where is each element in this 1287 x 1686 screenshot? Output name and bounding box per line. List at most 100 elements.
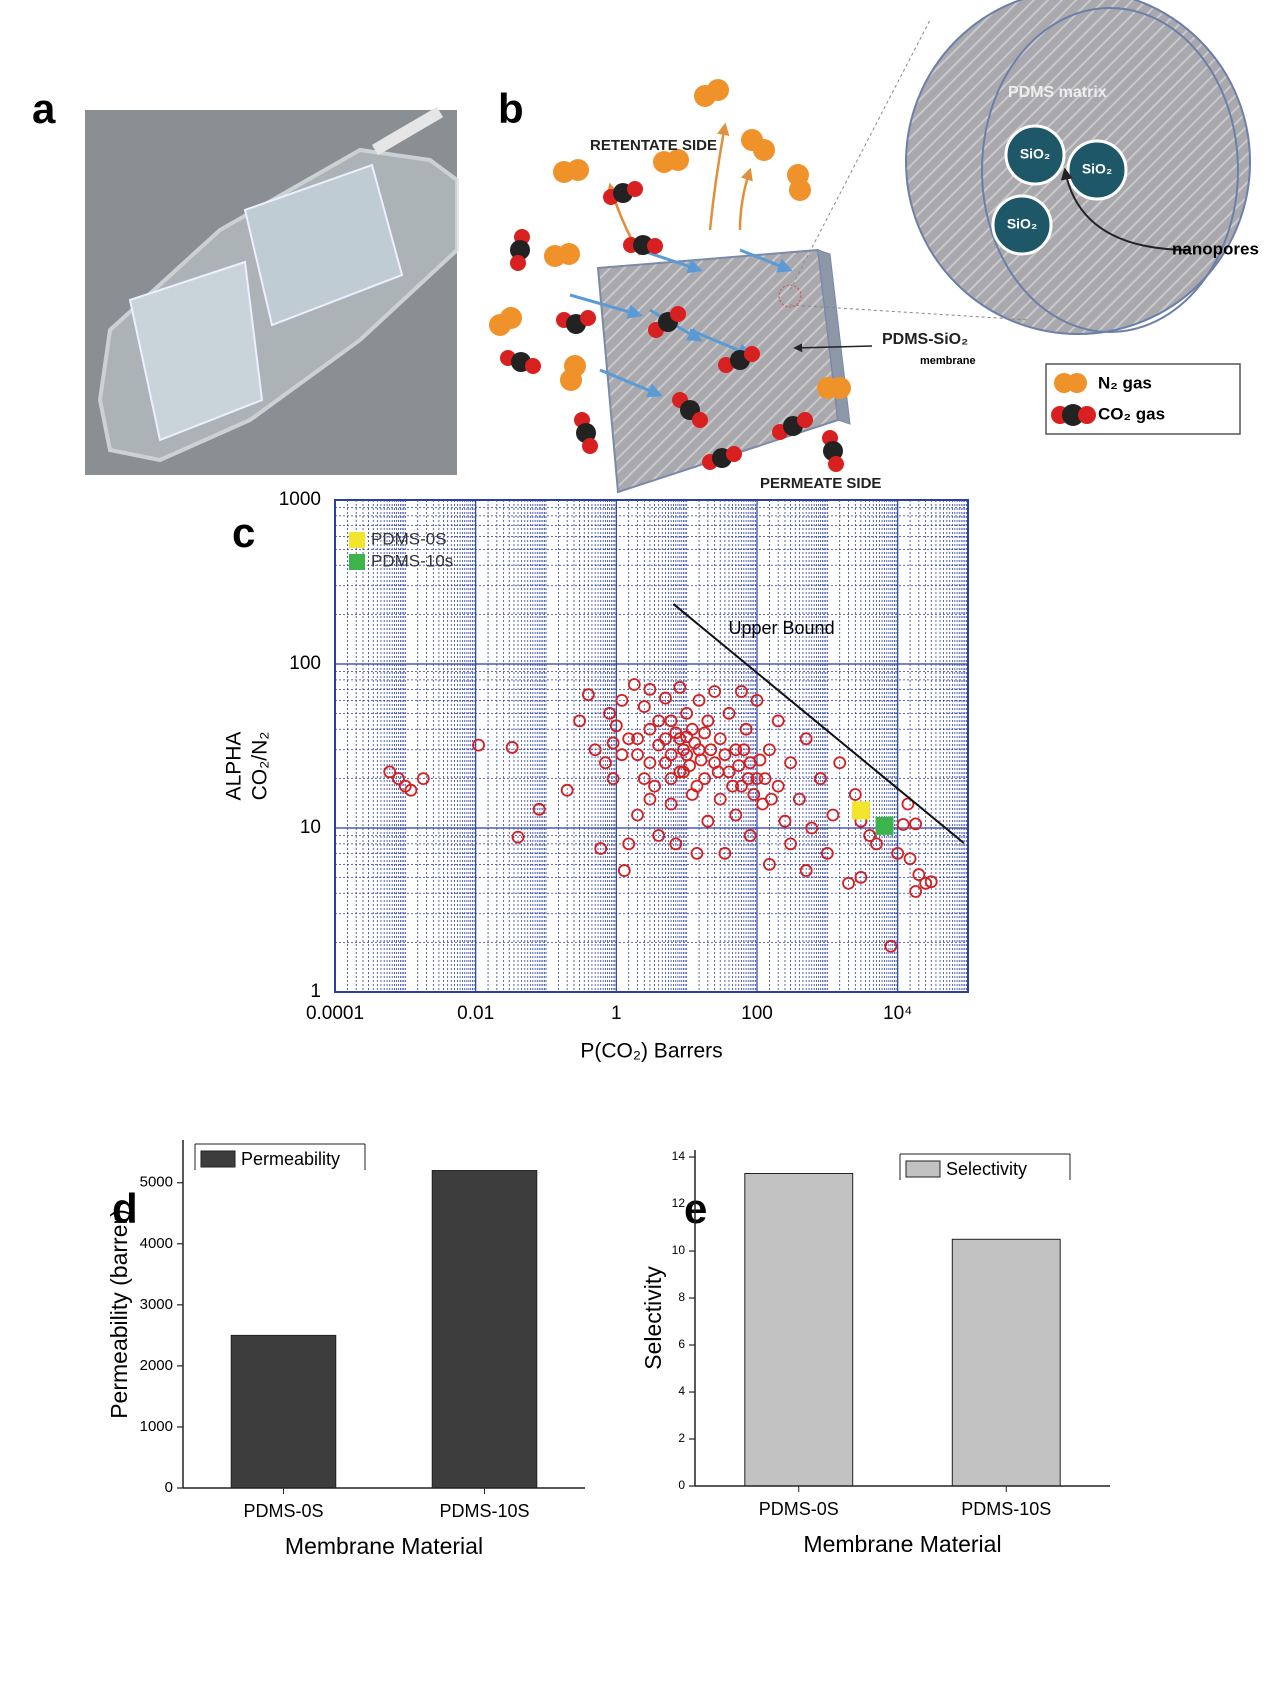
point [718,847,732,860]
point [652,738,666,752]
y-tick-label: 14 [672,1149,686,1163]
point [631,808,644,822]
point [599,756,612,770]
point [692,693,706,707]
bar [230,1334,337,1489]
y-tick-label: 4000 [140,1235,173,1252]
point [673,765,687,779]
photo [85,106,459,475]
matrix-label: PDMS matrix [1008,84,1107,101]
point [792,792,806,806]
y-tick-label: 4 [678,1384,685,1398]
y-tick-label: 8 [678,1290,685,1304]
legend-label: CO₂ gas [1098,404,1165,423]
point [753,753,767,767]
point [631,732,644,746]
point [870,837,883,851]
point [741,772,755,786]
point [739,722,753,736]
point [637,700,651,713]
particle-label: SiO₂ [1007,216,1037,232]
pores-label: nanopores [1172,239,1259,258]
y-tick-label: 10 [672,1243,686,1257]
point [615,748,629,762]
x-tick-label: 10⁴ [883,1003,912,1024]
point [718,748,732,762]
y-axis-label: Selectivity [640,1266,666,1370]
diagram [489,0,1251,494]
membrane-label: PDMS-SiO₂ [882,331,968,348]
point [799,864,813,877]
panel-label: b [498,85,524,132]
point [652,829,666,842]
point [472,738,485,752]
point [764,792,778,806]
point [631,748,644,762]
point [643,683,657,696]
plot-area [335,500,968,992]
point [652,714,666,728]
point [627,678,641,691]
panel-label: a [32,85,56,132]
y-tick-label: 10 [300,817,321,838]
point [919,876,933,890]
x-axis-label: Membrane Material [285,1533,483,1559]
point [713,732,727,746]
x-tick-label: 0.01 [457,1003,494,1024]
point [532,802,546,816]
point [573,714,586,728]
legend-label: N₂ gas [1098,373,1152,392]
point [799,732,813,746]
point [392,772,405,786]
y-tick-label: 1000 [279,489,321,510]
y-tick-label: 2 [678,1431,685,1445]
point [637,772,651,786]
point [771,779,785,793]
point [683,759,696,773]
x-tick-label: PDMS-0S [759,1499,839,1519]
x-axis-label: Membrane Material [803,1531,1001,1557]
point [833,756,847,770]
legend-swatch [349,532,365,548]
point [708,685,722,698]
point [743,829,757,842]
point [732,759,746,773]
point [851,801,870,820]
point [722,706,736,720]
point [698,726,712,740]
point [771,714,785,728]
point [643,756,657,770]
y-axis-label: CO₂/N₂ [249,732,272,801]
point [664,714,678,728]
y-tick-label: 1 [310,981,321,1002]
point [694,753,708,767]
x-tick-label: 100 [741,1003,773,1024]
point [603,706,616,720]
point [505,741,519,754]
x-tick-label: PDMS-10S [961,1499,1051,1519]
point [606,736,620,750]
point [814,772,827,786]
y-tick-label: 100 [289,653,321,674]
point [820,847,834,860]
membrane-sub: membrane [920,355,976,367]
point [669,726,683,740]
point [762,857,776,871]
x-tick-label: 1 [611,1003,622,1024]
point [648,779,661,793]
y-tick-label: 12 [672,1196,686,1210]
point [778,814,792,828]
particle-label: SiO₂ [1020,146,1050,162]
point [711,765,725,779]
point [854,870,868,884]
point [680,706,694,720]
point [726,779,740,793]
point [750,693,764,707]
point [924,875,938,889]
point [901,797,915,811]
point [588,743,602,757]
x-tick-label: 0.0001 [306,1003,364,1024]
y-axis-label: ALPHA [223,732,246,801]
point [511,830,525,844]
